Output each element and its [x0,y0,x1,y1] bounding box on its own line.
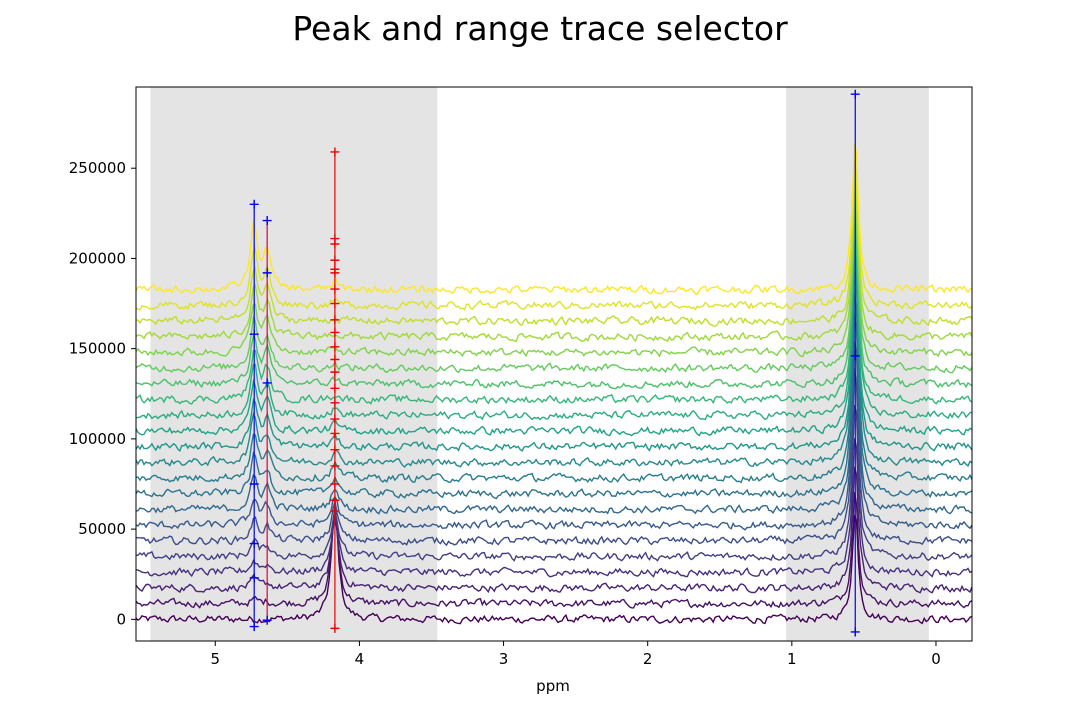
peak-marker [330,495,340,505]
x-axis-label: ppm [536,677,570,695]
peak-marker [249,199,259,209]
peak-marker [850,351,860,361]
trace-1 [136,505,972,625]
peak-marker [249,539,259,549]
plot-frame [135,86,973,642]
peak-marker [262,216,272,226]
peak-marker [850,89,860,99]
peak-marker [330,461,340,471]
trace-12 [136,255,972,452]
peak-marker [330,264,340,274]
x-tick-label: 3 [499,650,509,668]
trace-8 [136,312,972,515]
peak-marker [249,573,259,583]
peak-marker [249,329,259,339]
trace-2 [136,491,972,609]
peak-marker [262,378,272,388]
peak-marker [330,147,340,157]
peak-marker [850,627,860,637]
peak-marker [330,315,340,325]
x-axis: 5 4 3 2 1 0 [211,641,941,668]
trace-17 [136,213,972,374]
trace-18 [136,202,972,358]
trace-15 [136,232,972,405]
trace-5 [136,404,972,562]
peak-marker [330,428,340,438]
peak-marker [330,398,340,408]
peak-marker [330,479,340,489]
marker-group-3 [330,147,340,633]
marker-group-1 [249,199,259,632]
y-tick-label: 150000 [69,340,126,358]
marker-group-2 [262,216,272,625]
peak-marker [330,445,340,455]
trace-10 [136,270,972,484]
peak-marker [330,506,340,516]
trace-3 [136,466,972,594]
y-tick-label: 50000 [78,520,126,538]
y-axis: 0 50000 100000 150000 200000 250000 [69,159,136,628]
trace-11 [136,263,972,468]
peak-marker [330,234,340,244]
trace-20 [136,176,972,328]
traces [136,143,972,625]
y-tick-label: 100000 [69,430,126,448]
peak-marker [330,354,340,364]
peak-marker [262,615,272,625]
trace-16 [136,221,972,390]
peak-marker [330,414,340,424]
x-tick-label: 2 [643,650,653,668]
trace-6 [136,367,972,547]
plot-area [135,86,973,642]
trace-7 [136,340,972,531]
trace-22 [136,143,972,296]
marker-group-4 [850,89,860,637]
peak-marker [330,327,340,337]
y-tick-label: 0 [116,610,126,628]
peak-marker [330,284,340,294]
peak-marker [330,367,340,377]
shaded-range-1 [150,87,438,641]
y-tick-label: 200000 [69,249,126,267]
peak-marker [249,479,259,489]
peak-marker [330,342,340,352]
trace-19 [136,188,972,343]
peak-marker [262,268,272,278]
x-tick-label: 1 [787,650,797,668]
trace-21 [136,161,972,311]
trace-4 [136,438,972,578]
peak-marker [249,622,259,632]
peak-marker [330,255,340,265]
y-tick-label: 250000 [69,159,126,177]
peak-marker [330,383,340,393]
trace-13 [136,248,972,437]
x-tick-label: 5 [211,650,221,668]
x-tick-label: 4 [355,650,365,668]
peak-marker [330,623,340,633]
trace-9 [136,292,972,500]
trace-14 [136,240,972,421]
peak-marker [330,299,340,309]
peak-markers [249,89,860,637]
chart-title: Peak and range trace selector [292,9,788,48]
x-tick-label: 0 [931,650,941,668]
